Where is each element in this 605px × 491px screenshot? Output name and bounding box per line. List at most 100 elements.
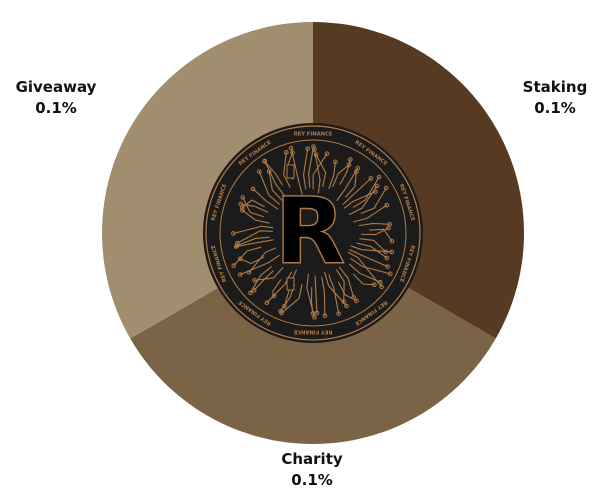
circuit-trace bbox=[306, 273, 315, 318]
circuit-trace bbox=[252, 188, 279, 210]
circuit-node bbox=[237, 256, 243, 262]
circuit-node bbox=[283, 149, 289, 155]
circuit-node bbox=[252, 278, 257, 283]
circuit-node bbox=[288, 145, 294, 151]
slice-label-giveaway: Giveaway 0.1% bbox=[6, 77, 106, 119]
circuit-trace bbox=[312, 153, 328, 190]
circuit-trace bbox=[348, 244, 393, 253]
circuit-node bbox=[231, 231, 236, 236]
circuit-trace bbox=[232, 225, 276, 235]
coin-inner-ring bbox=[219, 139, 407, 327]
slice-value-charity: 0.1% bbox=[291, 471, 333, 489]
coin-outer-ring bbox=[205, 125, 421, 341]
slice-name-charity: Charity bbox=[281, 450, 343, 468]
circuit-trace bbox=[236, 230, 275, 244]
coin-ring-text: REY FINANCE bbox=[294, 132, 333, 138]
circuit-node bbox=[264, 300, 270, 305]
circuit-node bbox=[278, 308, 284, 314]
circuit-trace bbox=[264, 160, 286, 197]
circuit-trace bbox=[241, 209, 270, 224]
circuit-trace bbox=[356, 242, 388, 259]
circuit-trace bbox=[290, 147, 304, 198]
circuit-trace bbox=[352, 273, 375, 286]
circuit-trace bbox=[280, 284, 303, 314]
circuit-trace bbox=[283, 151, 291, 188]
circuit-node bbox=[354, 298, 359, 304]
circuit-trace bbox=[268, 170, 283, 201]
circuit-node bbox=[322, 313, 328, 318]
circuit-node bbox=[246, 270, 252, 275]
slice-label-charity: Charity 0.1% bbox=[262, 449, 362, 491]
circuit-trace bbox=[324, 271, 348, 307]
circuit-trace bbox=[345, 250, 383, 288]
circuit-node bbox=[384, 255, 390, 261]
circuit-node bbox=[374, 183, 380, 189]
slice-value-staking: 0.1% bbox=[534, 99, 576, 117]
circuit-trace bbox=[302, 148, 309, 190]
circuit-trace bbox=[236, 236, 270, 247]
circuit-trace bbox=[336, 167, 359, 202]
circuit-node bbox=[368, 176, 374, 181]
circuit-trace bbox=[369, 228, 393, 242]
slice-value-giveaway: 0.1% bbox=[35, 99, 77, 117]
circuit-trace bbox=[348, 248, 389, 268]
circuit-node bbox=[235, 240, 240, 246]
circuit-node bbox=[336, 311, 341, 316]
circuit-node bbox=[234, 243, 240, 249]
circuit-trace bbox=[337, 281, 358, 302]
circuit-trace bbox=[342, 177, 372, 205]
circuit-trace bbox=[233, 246, 262, 267]
circuit-node bbox=[314, 310, 320, 316]
circuit-trace bbox=[248, 246, 280, 273]
circuit-trace bbox=[315, 154, 327, 187]
circuit-trace bbox=[353, 176, 380, 208]
coin-letter-r: R bbox=[275, 178, 346, 285]
circuit-trace bbox=[235, 238, 277, 248]
circuit-node bbox=[379, 284, 384, 290]
slice-name-staking: Staking bbox=[522, 78, 588, 96]
circuit-node bbox=[312, 147, 317, 152]
circuit-node bbox=[240, 195, 246, 200]
circuit-node bbox=[387, 221, 393, 227]
prong-bottom bbox=[286, 277, 295, 291]
circuit-node bbox=[313, 152, 319, 157]
circuit-trace bbox=[353, 204, 388, 223]
circuit-trace bbox=[360, 187, 387, 214]
circuit-node bbox=[237, 272, 243, 277]
circuit-node bbox=[372, 282, 377, 288]
circuit-node bbox=[250, 186, 256, 192]
circuit-node bbox=[386, 225, 391, 231]
circuit-node bbox=[389, 249, 395, 255]
coin-center-disc bbox=[273, 193, 353, 273]
circuit-node bbox=[385, 264, 390, 269]
circuit-node bbox=[282, 303, 287, 309]
circuit-trace bbox=[253, 270, 274, 291]
circuit-trace bbox=[249, 266, 273, 294]
circuit-trace bbox=[348, 263, 381, 283]
circuit-trace bbox=[336, 269, 345, 303]
circuit-node bbox=[383, 185, 389, 191]
slice-name-giveaway: Giveaway bbox=[15, 78, 97, 96]
circuit-node bbox=[354, 169, 359, 174]
circuit-trace bbox=[321, 276, 326, 317]
circuit-trace bbox=[350, 258, 391, 275]
circuit-trace bbox=[258, 171, 280, 205]
circuit-trace bbox=[313, 148, 321, 195]
circuit-trace bbox=[358, 222, 391, 227]
circuit-trace bbox=[314, 275, 318, 314]
circuit-trace bbox=[328, 161, 336, 190]
circuit-trace bbox=[308, 146, 315, 188]
circuit-node bbox=[312, 315, 317, 320]
circuit-trace bbox=[359, 238, 387, 253]
circuit-trace bbox=[264, 160, 283, 186]
circuit-node bbox=[240, 208, 245, 213]
prong-top bbox=[286, 164, 295, 179]
circuit-node bbox=[248, 290, 253, 296]
circuit-trace bbox=[344, 171, 358, 198]
circuit-trace bbox=[338, 266, 355, 298]
circuit-node bbox=[348, 157, 353, 162]
circuit-node bbox=[384, 202, 390, 208]
circuit-node bbox=[389, 238, 395, 244]
